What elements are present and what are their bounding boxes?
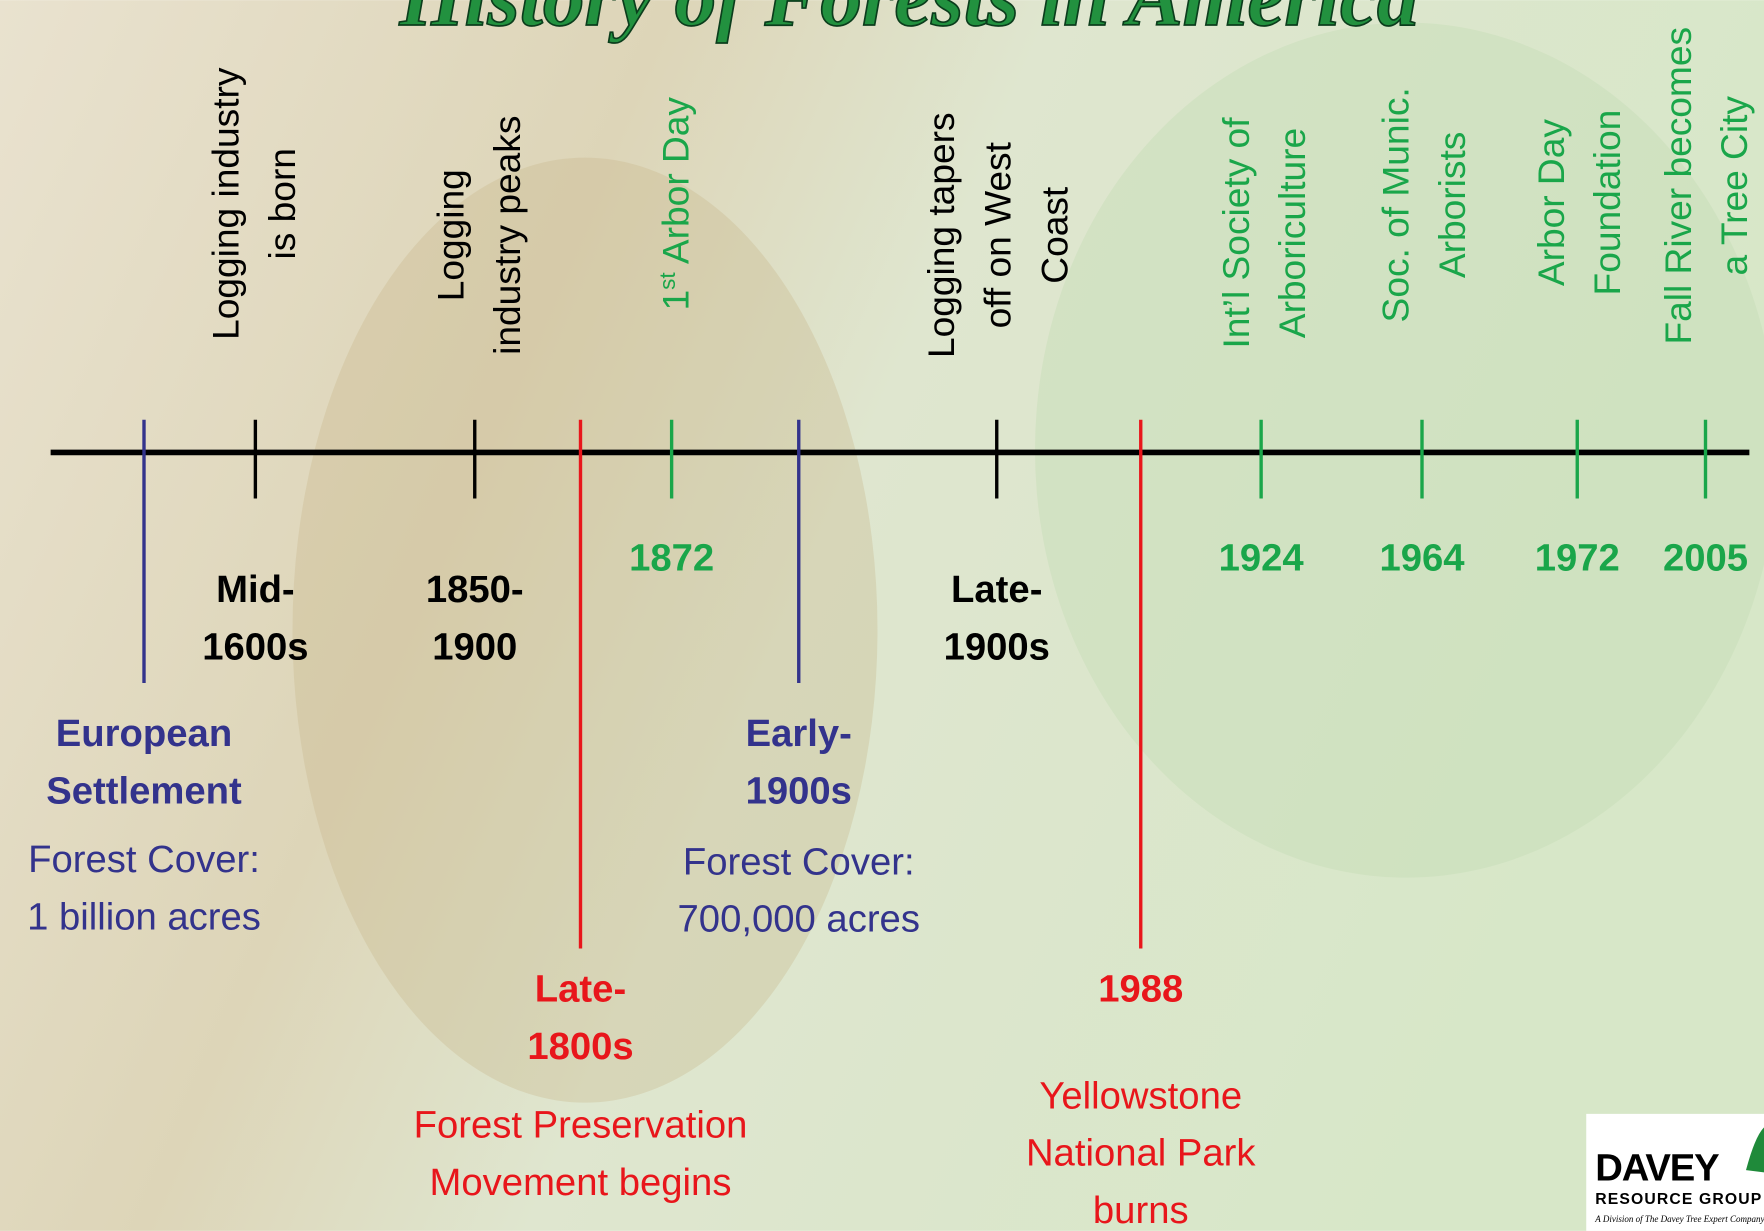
label-line: industry peaks [486, 116, 528, 355]
label-superscript: st [655, 272, 680, 290]
text-line: Forest Cover: [28, 838, 260, 881]
label-line: Arborists [1431, 132, 1473, 278]
date-line: 1900 [432, 625, 517, 668]
label-line: Logging tapers [920, 112, 962, 358]
event-date: 2005 [1663, 537, 1748, 580]
date-line: Early- [746, 712, 852, 755]
label-line: Foundation [1586, 110, 1628, 296]
label-line: off on West [976, 141, 1018, 328]
label-line: a Tree City [1713, 96, 1755, 276]
label-line: Coast [1034, 186, 1076, 284]
logo-tagline: A Division of The Davey Tree Expert Comp… [1594, 1214, 1764, 1224]
date-line: Late- [535, 967, 626, 1010]
date-line: European [56, 712, 232, 755]
text-line: burns [1093, 1189, 1189, 1231]
logo-name: DAVEY [1595, 1146, 1719, 1189]
label-line: is born [261, 148, 303, 259]
date-line: Settlement [46, 769, 242, 812]
label-line: Logging industry [205, 67, 247, 340]
text-line: 1 billion acres [27, 895, 261, 938]
text-line: Forest Preservation [414, 1104, 748, 1147]
logo-subtitle: RESOURCE GROUP [1595, 1191, 1762, 1208]
date-line: 1850- [426, 568, 524, 611]
label-line: Arbor Day [655, 97, 697, 273]
label-line: Arboriculture [1271, 128, 1313, 338]
event-date: 1964 [1379, 537, 1465, 580]
label-ordinal: 1 [655, 290, 697, 311]
date-line: 1900s [944, 625, 1050, 668]
label-line: Arbor Day [1530, 119, 1572, 286]
date-line: Late- [951, 568, 1042, 611]
background-texture [293, 158, 878, 1103]
label-line: Logging [430, 169, 472, 301]
text-line: 700,000 acres [678, 898, 920, 941]
text-line: National Park [1026, 1132, 1256, 1175]
date-line: 1600s [202, 625, 308, 668]
event-date: 1924 [1219, 537, 1305, 580]
slide: History of Forests in America Logging in… [0, 0, 1764, 1231]
date-line: 1800s [527, 1025, 633, 1068]
date-line: 1900s [746, 769, 852, 812]
text-line: Forest Cover: [683, 840, 915, 883]
event-date: 1872 [629, 537, 714, 580]
date-line: Mid- [216, 568, 295, 611]
text-line: Movement begins [430, 1161, 732, 1204]
label-line: Int’l Society of [1215, 117, 1257, 349]
logo: DAVEY RESOURCE GROUP A Division of The D… [1586, 1114, 1764, 1231]
title: History of Forests in America [398, 0, 1418, 44]
text-line: Yellowstone [1039, 1074, 1242, 1117]
page: History of Forests in America Logging in… [0, 0, 1764, 1231]
label-line: Fall River becomes [1657, 27, 1699, 345]
event-date: 1972 [1535, 537, 1620, 580]
label-line: Soc. of Munic. [1375, 87, 1417, 322]
lower-event-date: 1988 [1098, 967, 1183, 1010]
